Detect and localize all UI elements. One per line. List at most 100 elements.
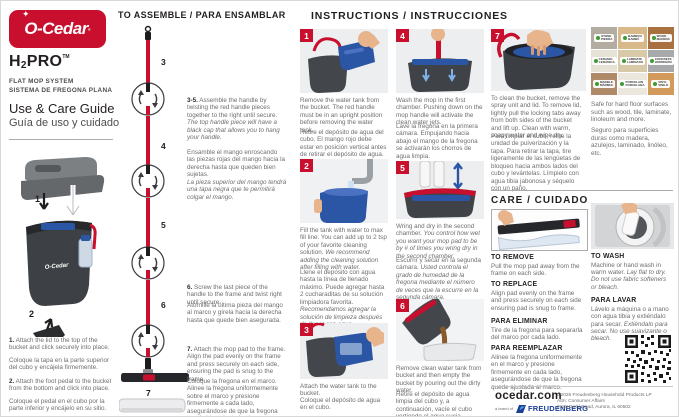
step-1-es: Retire el depósito de agua del cubo. El …	[300, 129, 387, 159]
left-divider	[9, 139, 113, 140]
assembly-note-3-5-es: Ensamble el mango enroscando las piezas …	[187, 149, 287, 201]
foot-pedal	[33, 325, 65, 337]
green-check-icon	[651, 36, 656, 40]
care-divider	[491, 190, 673, 191]
para-lavar-body: Lávelo a máquina o a mano con agua tibia…	[591, 305, 669, 343]
step-7-image	[491, 29, 586, 91]
step-5-en: Wring and dry in the second chamber. You…	[396, 223, 481, 260]
freudenberg-logo: a brand of FREUDENBERG	[495, 404, 588, 413]
left-step-2-en: 2. Attach the foot pedal to the bucket f…	[9, 378, 112, 393]
qr-code-icon	[623, 333, 673, 385]
freudenberg-flag-icon	[516, 404, 527, 413]
step-6-image	[396, 299, 484, 361]
surface-tile: CERAMIC CERÁMICA	[591, 50, 618, 72]
website-url: ocedar.com	[495, 390, 562, 402]
step-3-badge: 3	[300, 323, 313, 336]
pole-label-3: 3	[161, 57, 166, 67]
step-5-badge: 5	[396, 161, 409, 174]
pole-label-7: 7	[146, 388, 151, 398]
assembly-note-7: 7. Attach the mop pad to the frame. Alig…	[187, 346, 286, 383]
step-7-en: To clean the bucket, remove the spray un…	[491, 95, 582, 140]
white-arrow-icon	[66, 185, 80, 216]
bucket-shape	[308, 55, 348, 93]
surface-tile: VINYL VINILO	[647, 73, 674, 95]
bucket-body	[26, 220, 92, 306]
para-reemplazar-body: Alinee la fregona uniformemente en el ma…	[491, 353, 583, 391]
freudenberg-name: FREUDENBERG	[528, 404, 589, 413]
blue-water-tank	[338, 40, 375, 71]
tilted-bucket	[402, 299, 451, 345]
step-4-badge: 4	[396, 29, 409, 42]
surface-tile: MARBLE MÁRMOL	[591, 73, 618, 95]
peeling-pad	[497, 234, 580, 250]
red-handle	[89, 223, 97, 250]
step-3-image	[300, 323, 388, 379]
assembly-title: TO ASSEMBLE / PARA ENSAMBLAR	[118, 10, 286, 20]
pole-label-6: 6	[161, 300, 166, 310]
para-reemplazar-heading: PARA REEMPLAZAR	[491, 345, 563, 353]
sparkle-icon: ✦	[22, 9, 30, 19]
step-5-es: Escurrir y secar en la segunda cámara. U…	[396, 257, 482, 302]
faucet	[352, 159, 373, 184]
green-check-icon	[649, 59, 654, 63]
care-title: CARE / CUIDADO	[491, 195, 589, 206]
copyright-line: ©2025 Freudenberg Household Products LP	[557, 393, 652, 398]
green-check-icon	[593, 59, 598, 63]
to-remove-heading: TO REMOVE	[491, 254, 535, 261]
assembly-note-3-5: 3-5. Assemble the handle by twisting the…	[187, 97, 280, 142]
mop-pole	[436, 29, 441, 63]
assembly-note-6-es: Atornille la última pieza del mango al m…	[187, 302, 283, 324]
step-3-en: Attach the water tank to the bucket.	[300, 383, 377, 398]
to-remove-body: Pull the mop pad away from the frame on …	[491, 262, 580, 277]
surface-tile: WOOD MADERA	[647, 27, 674, 49]
address-line: 2188 Diehl Road, Aurora, IL 60502	[557, 404, 631, 410]
to-replace-heading: TO REPLACE	[491, 281, 538, 289]
surface-tile: PORCELAIN PORCELANA	[618, 73, 647, 95]
safe-surfaces-es: Seguro para superficies duras como mader…	[591, 127, 668, 157]
hand	[314, 199, 322, 213]
step-6-es: Retire el depósito de agua limpia del cu…	[396, 391, 472, 417]
to-replace-body: Align pad evenly on the frame and press …	[491, 289, 582, 312]
handle-assembly-diagram: 3 4 5 6 7	[119, 25, 189, 413]
step-2-es: Llene el depósito con agua hasta la líne…	[300, 269, 385, 328]
step-4-es: Lave la fregona en la primera cámara. Em…	[396, 123, 478, 160]
para-eliminar-heading: PARA ELIMINAR	[491, 318, 548, 326]
product-name: H2PROTM	[9, 53, 70, 71]
bucket-shape	[408, 58, 472, 92]
green-check-icon	[620, 82, 625, 86]
guide-title-es: Guía de uso y cuidado	[9, 117, 120, 129]
assembly-note-7-es: Coloque la fregona en el marco. Alinee l…	[187, 378, 279, 416]
hand	[431, 29, 445, 41]
mop-frame	[497, 218, 580, 235]
surface-tile: STONE PIEDRA	[591, 27, 618, 49]
surface-tile: LAMINATE LAMINADO	[618, 50, 647, 72]
step-2-en: Fill the tank with water to max fill lin…	[300, 227, 387, 272]
surface-tile: CONCRETE HORMIGÓN	[647, 50, 674, 72]
arrow-1-label: 1	[35, 194, 40, 204]
mop-pad-vertical	[419, 161, 431, 188]
red-handle	[497, 32, 521, 58]
down-arrow-icon	[39, 193, 49, 210]
bucket-assembly-illustration: 1 O-Cedar 2	[21, 157, 105, 337]
arrow-2-label: 2	[29, 309, 34, 319]
para-eliminar-body: Tire de la fregona para separarla del ma…	[491, 326, 583, 342]
to-wash-heading: TO WASH	[591, 253, 625, 260]
left-step-1-en: 1. Attach the lid to the top of the buck…	[9, 337, 110, 352]
para-lavar-heading: PARA LAVAR	[591, 297, 637, 305]
step-5-image	[396, 161, 484, 219]
step-1-en: Remove the water tank from the bucket. T…	[300, 97, 383, 134]
sink	[423, 342, 477, 361]
step-1-badge: 1	[300, 29, 313, 42]
footer-divider	[491, 386, 673, 387]
attn-line: Attn: Consumer Affairs	[557, 398, 605, 404]
water-tank	[78, 238, 93, 268]
pole-label-5: 5	[161, 220, 166, 230]
green-check-icon	[596, 36, 601, 40]
system-name-en: FLAT MOP SYSTEM	[9, 78, 74, 85]
green-check-icon	[621, 59, 626, 63]
left-step-2-es: Coloque el pedal en el cubo por la parte…	[9, 398, 107, 413]
step-1-image	[300, 29, 388, 93]
ocedar-logo-text: O-Cedar	[24, 19, 88, 38]
copyright-block: ©2025 Freudenberg Household Products LP …	[557, 393, 675, 411]
